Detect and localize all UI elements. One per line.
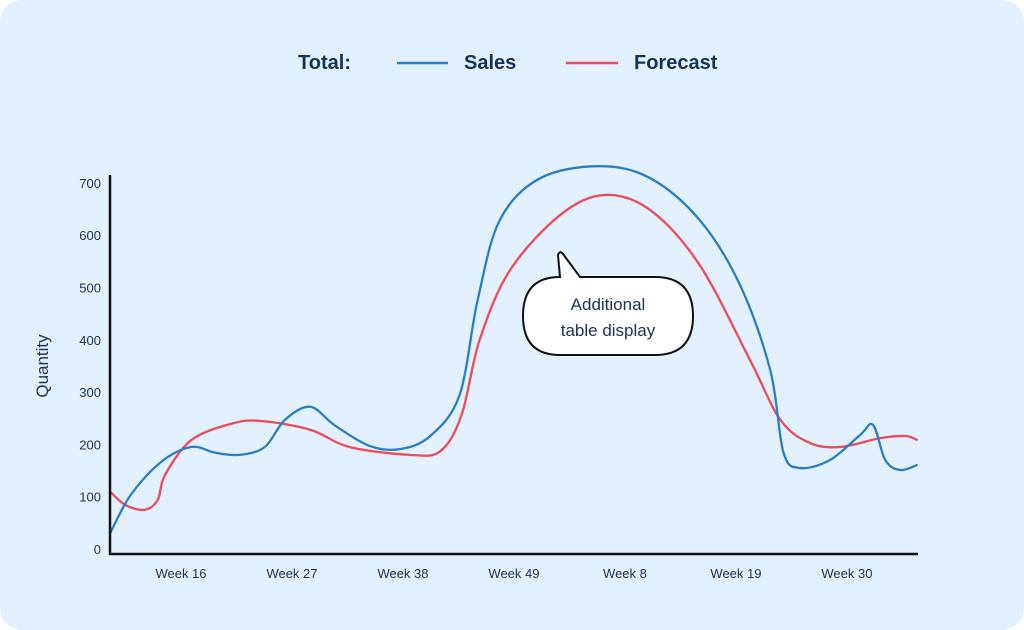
y-ticks: 0 100 200 300 400 500 600 700 — [79, 176, 101, 557]
legend-prefix: Total: — [298, 52, 351, 74]
x-tick-label: Week 30 — [821, 566, 872, 581]
x-tick-label: Week 19 — [710, 566, 761, 581]
series-line-forecast — [109, 193, 919, 512]
y-tick-label: 400 — [79, 333, 101, 348]
x-tick-label: Week 38 — [377, 566, 428, 581]
x-ticks: Week 16 Week 27 Week 38 Week 49 Week 8 Week 1… — [155, 566, 872, 581]
y-axis-label: Quantity — [33, 334, 52, 398]
legend-label-forecast: Forecast — [634, 52, 718, 74]
y-tick-label: 0 — [94, 542, 101, 557]
y-tick-label: 300 — [79, 385, 101, 400]
speech-bubble-shape — [521, 251, 695, 356]
x-tick-label: Week 27 — [266, 566, 317, 581]
y-tick-label: 700 — [79, 176, 101, 191]
x-tick-label: Week 8 — [603, 566, 647, 581]
annotation-line-2: table display — [561, 321, 656, 340]
y-tick-label: 100 — [79, 490, 101, 505]
series-lines — [109, 165, 919, 534]
y-tick-label: 600 — [79, 228, 101, 243]
y-tick-label: 500 — [79, 281, 101, 296]
legend: Total: Sales Forecast — [298, 52, 718, 74]
series-line-sales — [109, 165, 918, 534]
annotation-line-1: Additional — [571, 295, 646, 314]
legend-label-sales: Sales — [464, 52, 516, 74]
x-tick-label: Week 16 — [155, 566, 206, 581]
x-tick-label: Week 49 — [488, 566, 539, 581]
annotation-bubble: Additional table display — [521, 251, 695, 356]
y-tick-label: 200 — [79, 437, 101, 452]
